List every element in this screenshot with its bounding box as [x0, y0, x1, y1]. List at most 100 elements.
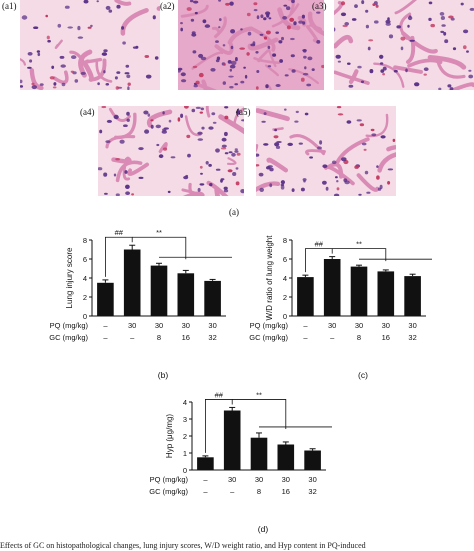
- significance-bracket-control: [305, 248, 333, 273]
- cell-nucleus: [198, 53, 204, 58]
- cell-nucleus: [380, 69, 385, 73]
- cell-nucleus: [155, 124, 161, 129]
- cell-nucleus: [365, 24, 369, 29]
- significance-label-treatment: **: [256, 390, 262, 399]
- cell-nucleus: [359, 123, 365, 127]
- cell-nucleus: [303, 180, 306, 183]
- cell-nucleus: [138, 147, 144, 151]
- y-tick-label: 4: [183, 398, 187, 407]
- cell-nucleus: [302, 49, 307, 53]
- cell-nucleus: [340, 12, 347, 17]
- cell-nucleus: [113, 114, 119, 120]
- cell-nucleus: [46, 35, 50, 40]
- cell-nucleus: [365, 9, 369, 13]
- significance-bracket-treatment: [332, 248, 387, 262]
- dose-cell: –: [103, 333, 108, 342]
- cell-nucleus: [184, 106, 189, 109]
- bar: [123, 249, 141, 316]
- cell-nucleus: [304, 112, 309, 116]
- cell-nucleus: [167, 190, 171, 194]
- cell-nucleus: [39, 83, 44, 86]
- cell-nucleus: [344, 22, 349, 26]
- cell-nucleus: [265, 30, 271, 35]
- dose-cell: 30: [182, 321, 190, 330]
- cell-nucleus: [101, 106, 107, 109]
- cell-nucleus: [170, 156, 176, 159]
- cell-nucleus: [87, 26, 92, 29]
- tissue-septum: [334, 70, 370, 85]
- bar: [250, 437, 268, 470]
- cell-nucleus: [186, 134, 191, 139]
- cell-nucleus: [45, 14, 48, 18]
- bar: [350, 266, 368, 316]
- panel-label-a4: (a4): [80, 107, 95, 117]
- cell-nucleus: [300, 187, 305, 192]
- tissue-septum: [20, 58, 26, 66]
- tissue-septum: [54, 39, 63, 50]
- tissue-septum: [289, 133, 326, 156]
- cell-nucleus: [97, 82, 100, 86]
- cell-nucleus: [263, 143, 269, 146]
- cell-nucleus: [333, 193, 340, 196]
- cell-nucleus: [224, 115, 229, 120]
- cell-nucleus: [122, 41, 126, 45]
- cell-nucleus: [208, 126, 214, 130]
- tissue-septum: [82, 61, 94, 82]
- cell-nucleus: [36, 50, 41, 53]
- y-tick-label: 2: [283, 293, 287, 302]
- cell-nucleus: [195, 106, 201, 109]
- cell-nucleus: [161, 130, 167, 134]
- cell-nucleus: [256, 70, 260, 73]
- cell-nucleus: [275, 145, 281, 149]
- bar: [277, 444, 295, 470]
- cell-nucleus: [185, 174, 189, 178]
- cell-nucleus: [298, 142, 303, 145]
- cell-nucleus: [309, 156, 313, 159]
- cell-nucleus: [301, 14, 305, 19]
- bar: [297, 277, 314, 316]
- cell-nucleus: [302, 21, 306, 25]
- histology-image-a2: [178, 0, 324, 90]
- cell-nucleus: [53, 82, 57, 86]
- cell-nucleus: [227, 169, 233, 173]
- cell-nucleus: [77, 36, 84, 39]
- cell-nucleus: [291, 188, 295, 192]
- bar: [304, 450, 321, 470]
- chart-caption: (d): [258, 524, 269, 534]
- cell-nucleus: [49, 76, 55, 80]
- chart-b-svg: 0 2 4 6 8 Lung injury score ## ** PQ (mg/kg) – 30 3…: [49, 228, 232, 380]
- cell-nucleus: [229, 1, 234, 6]
- cell-nucleus: [218, 26, 221, 29]
- cell-nucleus: [215, 168, 221, 171]
- y-tick-label: 2: [83, 293, 87, 302]
- dose-cell: –: [130, 333, 135, 342]
- cell-nucleus: [197, 187, 201, 192]
- cell-nucleus: [232, 172, 237, 176]
- cell-nucleus: [180, 72, 186, 77]
- dose-cell: 30: [382, 321, 390, 330]
- cell-nucleus: [331, 160, 337, 165]
- cell-nucleus: [282, 15, 287, 20]
- dose-cell: 30: [355, 321, 363, 330]
- cell-nucleus: [191, 33, 197, 37]
- cell-nucleus: [302, 72, 309, 76]
- dose-cell: –: [230, 487, 235, 496]
- cell-nucleus: [154, 56, 159, 60]
- bar: [150, 265, 168, 316]
- cell-nucleus: [253, 9, 258, 12]
- significance-label-control: ##: [215, 390, 224, 399]
- cell-nucleus: [209, 183, 213, 187]
- cell-nucleus: [267, 65, 272, 68]
- tissue-septum: [377, 152, 396, 173]
- cell-nucleus: [466, 50, 469, 53]
- cell-nucleus: [311, 68, 315, 71]
- bar: [197, 457, 214, 471]
- cell-nucleus: [265, 84, 269, 89]
- cell-nucleus: [280, 180, 285, 185]
- cell-nucleus: [423, 73, 427, 76]
- tissue-septum: [256, 108, 290, 122]
- cell-nucleus: [336, 180, 339, 183]
- cell-nucleus: [223, 186, 228, 190]
- dose-cell: 30: [228, 475, 236, 484]
- tissue-septum: [305, 25, 319, 43]
